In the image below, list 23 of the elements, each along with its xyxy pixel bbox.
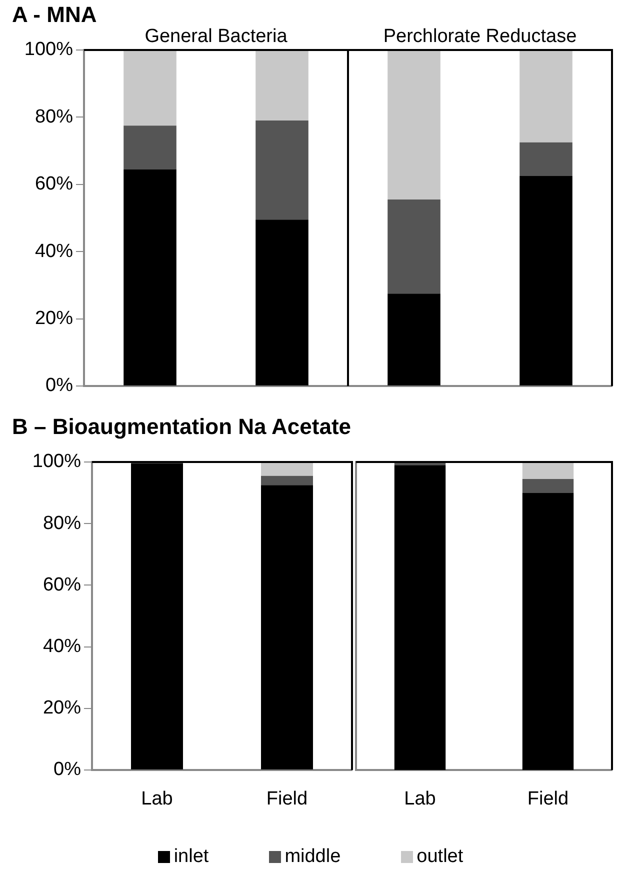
text: Perchlorate Reductase	[382, 26, 578, 48]
chart-title: B – Bioaugmentation Na Acetate	[12, 414, 352, 440]
y-tick-label: 100%	[24, 39, 74, 60]
legend-label: middle	[284, 846, 341, 868]
x-tick-label: Lab	[141, 788, 173, 810]
x-tick-label: Field	[527, 788, 569, 810]
y-tick-label: 40%	[42, 636, 82, 658]
y-tick-label: 80%	[34, 106, 74, 128]
text: General Bacteria	[144, 26, 288, 48]
y-tick-label: 80%	[42, 512, 82, 534]
legend-label: outlet	[416, 846, 464, 868]
y-tick-label: 60%	[42, 574, 82, 596]
legend-label: inlet	[172, 846, 209, 868]
chart-title: A - MNA	[12, 2, 97, 28]
y-tick-label: 60%	[34, 174, 74, 195]
y-tick-label: 20%	[34, 308, 74, 330]
y-tick-label: 20%	[42, 698, 82, 719]
y-tick-label: 0%	[54, 759, 82, 780]
y-tick-label: 40%	[34, 240, 74, 262]
y-tick-label: 100%	[32, 451, 82, 472]
y-tick-label: 0%	[46, 375, 74, 396]
x-tick-label: Field	[266, 788, 308, 810]
x-tick-label: Lab	[404, 788, 436, 810]
